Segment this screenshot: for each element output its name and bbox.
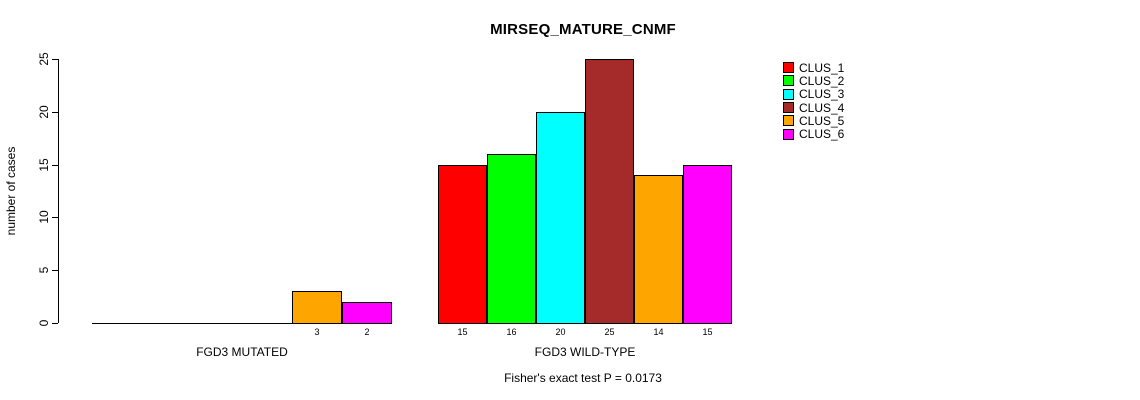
y-tick (52, 165, 58, 166)
bar-value-label: 20 (555, 327, 566, 337)
bar-value-label: 3 (314, 327, 320, 337)
bar-value-label: 16 (506, 327, 517, 337)
fisher-test-footnote: Fisher's exact test P = 0.0173 (504, 371, 662, 385)
x-baseline (92, 323, 392, 324)
x-group-label-mutated: FGD3 MUTATED (196, 345, 288, 359)
legend-item-clus_3: CLUS_3 (783, 88, 844, 101)
bar-value-label: 14 (653, 327, 664, 337)
y-tick-label: 0 (37, 319, 51, 327)
legend-label: CLUS_5 (799, 113, 845, 128)
legend: CLUS_1 CLUS_2 CLUS_3 CLUS_4 CLUS_5 CLUS_6 (783, 61, 844, 141)
bar-clus_6 (683, 165, 732, 324)
legend-item-clus_2: CLUS_2 (783, 74, 844, 87)
legend-label: CLUS_3 (799, 87, 845, 102)
legend-item-clus_5: CLUS_5 (783, 114, 844, 127)
legend-swatch (783, 115, 794, 127)
x-group-label-wildtype: FGD3 WILD-TYPE (534, 345, 636, 359)
bar-value-label: 15 (457, 327, 468, 337)
legend-swatch (783, 102, 794, 114)
legend-item-clus_4: CLUS_4 (783, 101, 844, 114)
bar-value-label: 2 (364, 327, 370, 337)
legend-label: CLUS_2 (799, 73, 845, 88)
y-axis-label: number of cases (4, 146, 18, 236)
y-axis-line (58, 59, 59, 323)
y-tick (52, 270, 58, 271)
bar-clus_5 (292, 291, 342, 324)
y-tick-label: 15 (37, 158, 51, 172)
bar-clus_2 (487, 154, 536, 324)
bar-clus_3 (536, 112, 585, 324)
legend-item-clus_1: CLUS_1 (783, 61, 844, 74)
bar-clus_6 (342, 302, 392, 324)
legend-label: CLUS_6 (799, 127, 845, 142)
bar-clus_4 (585, 59, 634, 324)
legend-swatch (783, 75, 794, 87)
legend-label: CLUS_4 (799, 100, 845, 115)
bar-value-label: 15 (702, 327, 713, 337)
chart-title: MIRSEQ_MATURE_CNMF (490, 21, 676, 38)
legend-label: CLUS_1 (799, 60, 845, 75)
legend-swatch (783, 88, 794, 100)
bar-clus_5 (634, 175, 683, 324)
legend-item-clus_6: CLUS_6 (783, 127, 844, 140)
y-tick (52, 323, 58, 324)
y-tick-label: 10 (37, 210, 51, 224)
y-tick (52, 59, 58, 60)
y-tick-label: 5 (37, 266, 51, 274)
y-tick (52, 112, 58, 113)
y-tick-label: 25 (37, 52, 51, 66)
y-tick (52, 217, 58, 218)
bar-value-label: 25 (604, 327, 615, 337)
y-tick-label: 20 (37, 105, 51, 119)
bar-clus_1 (438, 165, 487, 324)
legend-swatch (783, 62, 794, 74)
legend-swatch (783, 128, 794, 140)
